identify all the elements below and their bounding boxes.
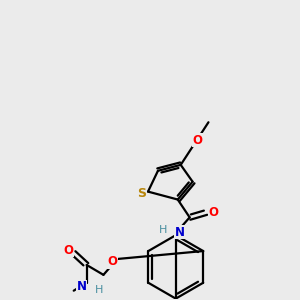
Text: S: S: [138, 187, 147, 200]
Text: H: H: [95, 285, 104, 295]
Text: N: N: [175, 226, 185, 239]
Text: O: O: [107, 256, 117, 268]
Text: O: O: [208, 206, 218, 219]
Text: O: O: [64, 244, 74, 256]
Text: N: N: [76, 280, 87, 293]
Text: H: H: [159, 225, 167, 235]
Text: O: O: [193, 134, 202, 147]
